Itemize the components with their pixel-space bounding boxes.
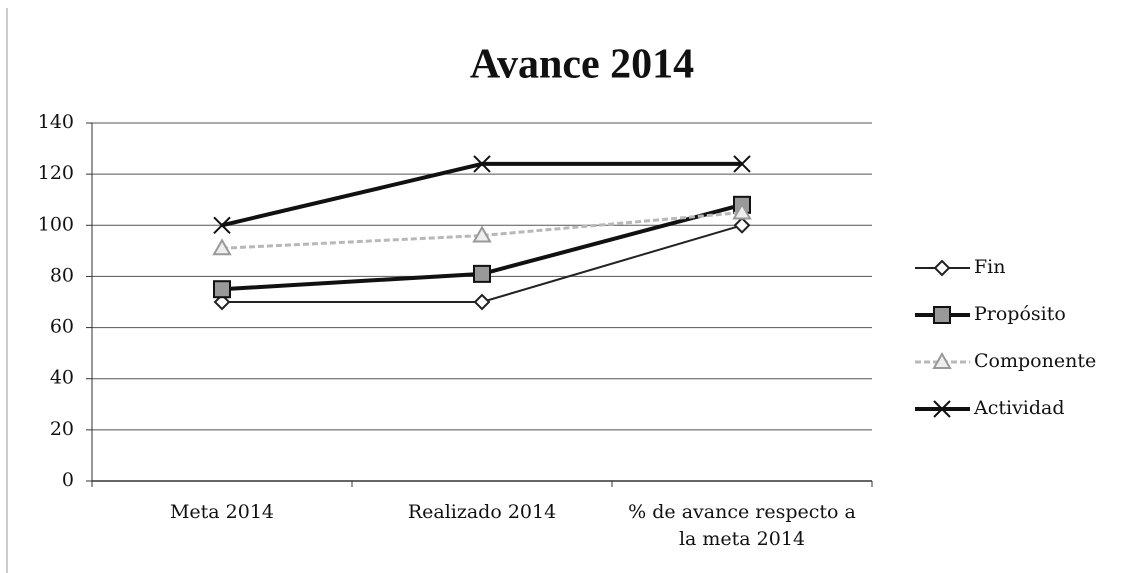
- y-tick-label: 140: [38, 111, 74, 133]
- marker: [473, 264, 491, 283]
- marker: [213, 216, 231, 234]
- y-tick-label: 60: [50, 316, 74, 338]
- legend-label: Propósito: [974, 303, 1066, 325]
- y-tick-label: 80: [50, 264, 74, 286]
- marker: [933, 306, 951, 324]
- marker: [733, 216, 751, 234]
- marker: [473, 155, 491, 173]
- y-tick-label: 100: [38, 213, 74, 235]
- series-line: [221, 211, 743, 250]
- chart-title: Avance 2014: [470, 42, 694, 88]
- y-tick-label: 120: [38, 162, 74, 184]
- x-tick-label: Realizado 2014: [407, 501, 557, 523]
- y-tick-label: 40: [50, 367, 74, 389]
- x-tick-label: Meta 2014: [169, 501, 275, 523]
- marker: [213, 280, 231, 299]
- legend-label: Componente: [974, 350, 1096, 372]
- marker: [933, 259, 951, 277]
- marker: [213, 293, 231, 311]
- marker: [473, 293, 491, 311]
- marker: [933, 400, 951, 418]
- x-tick-label: % de avance respecto a la meta 2014: [628, 501, 856, 550]
- series-line: [221, 161, 742, 228]
- marker: [212, 238, 232, 256]
- marker: [932, 351, 952, 369]
- marker: [733, 155, 751, 173]
- y-tick-label: 20: [50, 418, 74, 440]
- legend-label: Fin: [974, 256, 1006, 278]
- marker: [732, 202, 752, 220]
- legend-label: Actividad: [973, 397, 1065, 419]
- y-tick-label: 0: [62, 469, 74, 491]
- marker: [472, 225, 492, 243]
